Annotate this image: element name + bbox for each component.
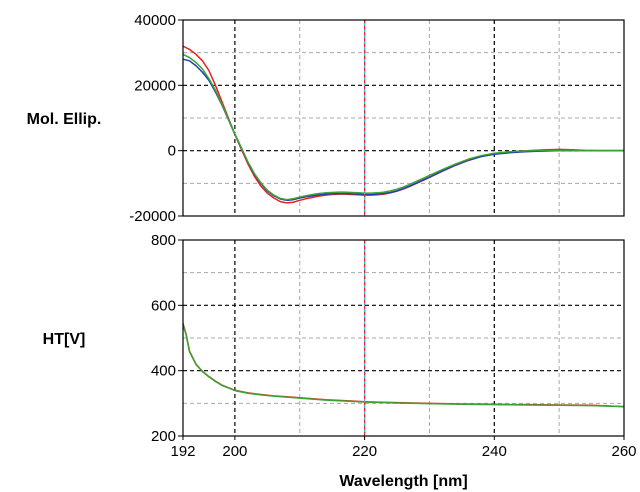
series-line-1 bbox=[182, 45, 624, 204]
x-tick-label: 260 bbox=[611, 443, 636, 460]
y-axis-title: Mol. Ellip. bbox=[27, 111, 102, 128]
y-tick-label: 800 bbox=[151, 232, 176, 249]
y-tick-label: 600 bbox=[151, 297, 176, 314]
y-tick-label: -20000 bbox=[129, 208, 176, 225]
x-tick-label: 192 bbox=[170, 443, 195, 460]
x-tick-label: 220 bbox=[352, 443, 377, 460]
y-tick-label: 20000 bbox=[134, 77, 176, 94]
y-tick-label: 400 bbox=[151, 363, 176, 380]
y-tick-label: 40000 bbox=[134, 12, 176, 29]
plot-frame bbox=[182, 19, 625, 217]
series-line-2 bbox=[182, 324, 625, 408]
panel-mol-ellip: 40000 20000 0 -20000 Mol. Ellip. bbox=[27, 12, 625, 225]
x-axis-title: Wavelength [nm] bbox=[339, 473, 467, 490]
series-line-2 bbox=[182, 58, 624, 202]
x-tick-label: 240 bbox=[482, 443, 507, 460]
series-line-3 bbox=[182, 53, 624, 201]
plot-frame bbox=[182, 239, 625, 437]
y-tick-label: 0 bbox=[168, 143, 176, 160]
y-axis-title: HT[V] bbox=[43, 331, 86, 348]
x-tick-label: 200 bbox=[222, 443, 247, 460]
y-tick-label: 200 bbox=[151, 428, 176, 445]
